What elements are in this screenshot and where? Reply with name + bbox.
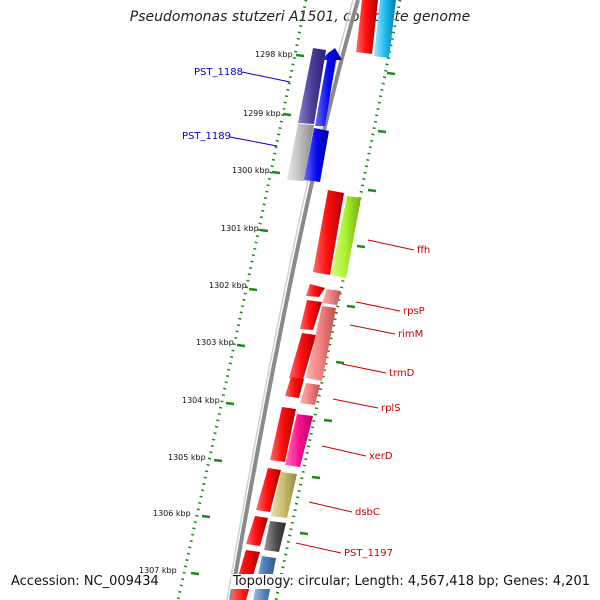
leader-ffh <box>367 239 415 251</box>
gene-pst1189-inner[interactable] <box>287 124 314 181</box>
gene-dsbC-arrow[interactable] <box>271 472 297 518</box>
gene-trmD-inner[interactable] <box>289 333 316 380</box>
gene-rplS-inner[interactable] <box>285 377 304 398</box>
genome-summary-text: Topology: circular; Length: 4,567,418 bp… <box>230 574 592 589</box>
leader-rplS <box>332 398 379 409</box>
gene-pst1188-inner[interactable] <box>298 48 326 124</box>
leader-rpsP <box>355 301 401 312</box>
gene-pst1197-arrow[interactable] <box>264 521 286 552</box>
gene-label-pst1197[interactable]: PST_1197 <box>344 548 393 559</box>
tick-label-1305: 1305 kbp <box>168 453 206 462</box>
gene-dsbC-inner[interactable] <box>256 468 281 512</box>
tick-label-1302: 1302 kbp <box>209 281 247 290</box>
gene-label-pst1188[interactable]: PST_1188 <box>194 67 243 78</box>
accession-text: Accession: NC_009434 <box>9 574 161 589</box>
gene-ffh-inner[interactable] <box>313 190 344 275</box>
gene-label-pst1189[interactable]: PST_1189 <box>182 131 231 142</box>
gene-pst1188-arrow[interactable] <box>315 48 342 126</box>
leader-trmD <box>341 363 387 374</box>
leader-dsbC <box>308 501 353 513</box>
gene-rimM-inner[interactable] <box>300 300 322 330</box>
gene-label-xerD[interactable]: xerD <box>369 451 393 462</box>
tick-label-1300: 1300 kbp <box>232 166 270 175</box>
gene-pst1189-arrow[interactable] <box>304 128 329 182</box>
gene-top-cyan[interactable] <box>374 0 396 58</box>
leader-pst1197 <box>295 542 342 554</box>
gene-rimM-arrow[interactable] <box>306 306 336 381</box>
outer-ring <box>274 0 402 600</box>
leader-pst1189 <box>229 136 278 147</box>
gene-label-ffh[interactable]: ffh <box>417 245 430 256</box>
leader-pst1188 <box>241 71 291 83</box>
tick-label-1298: 1298 kbp <box>255 50 293 59</box>
tick-label-1301: 1301 kbp <box>221 224 259 233</box>
gene-pst1197-inner[interactable] <box>246 516 268 546</box>
scale-ticks <box>190 53 396 576</box>
gene-label-dsbC[interactable]: dsbC <box>355 507 380 518</box>
gene-rplS-arrow[interactable] <box>300 383 320 405</box>
gene-top-red[interactable] <box>356 0 378 54</box>
gene-label-rplS[interactable]: rplS <box>381 403 401 414</box>
gene-rpsP-arrow[interactable] <box>322 289 341 305</box>
inner-track <box>231 48 344 600</box>
gene-label-trmD[interactable]: trmD <box>389 368 415 379</box>
tick-label-1307: 1307 kbp <box>139 566 177 575</box>
tick-label-1306: 1306 kbp <box>153 509 191 518</box>
gene-rpsP-inner[interactable] <box>306 284 325 297</box>
gene-xerD-arrow[interactable] <box>285 414 313 467</box>
leader-rimM <box>349 324 396 335</box>
tick-label-1299: 1299 kbp <box>243 109 281 118</box>
leader-xerD <box>321 445 367 457</box>
gene-label-rpsP[interactable]: rpsP <box>403 306 425 317</box>
tick-label-1303: 1303 kbp <box>196 338 234 347</box>
gene-label-rimM[interactable]: rimM <box>398 329 423 340</box>
gene-xerD-inner[interactable] <box>270 407 296 462</box>
tick-label-1304: 1304 kbp <box>182 396 220 405</box>
gene-ffh-arrow[interactable] <box>331 196 361 278</box>
